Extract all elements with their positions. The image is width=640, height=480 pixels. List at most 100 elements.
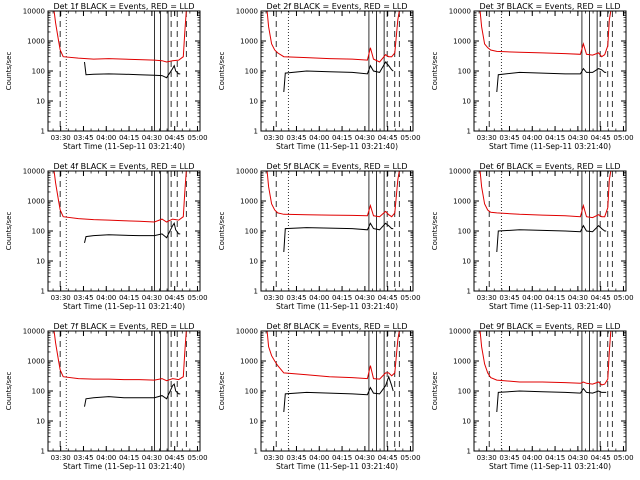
y-tick-label: 1000 [27,358,45,366]
detector-plot: Det 4f BLACK = Events, RED = LLD 1 10 100 10… [5,162,208,311]
x-tick-label: 04:00 [96,294,116,302]
x-tick-label: 04:30 [142,454,162,462]
x-tick-label: 03:45 [499,454,519,462]
x-tick-label: 04:30 [142,294,162,302]
events-series-line [84,222,181,244]
plot-title: Det 4f BLACK = Events, RED = LLD [53,162,194,171]
x-tick-label: 04:00 [522,454,542,462]
x-tick-label: 04:15 [332,134,352,142]
x-tick-label: 04:30 [568,454,588,462]
y-tick-label: 10 [249,98,258,106]
y-tick-label: 10000 [449,328,471,336]
x-tick-label: 03:30 [51,294,71,302]
x-tick-label: 04:15 [545,454,565,462]
lld-series-line [477,330,614,386]
y-axis-label: Counts/sec [218,372,226,411]
x-tick-label: 04:15 [545,294,565,302]
plot-title: Det 7f BLACK = Events, RED = LLD [53,322,194,331]
y-axis-label: Counts/sec [218,212,226,251]
x-tick-label: 03:30 [51,134,71,142]
x-tick-label: 04:00 [522,134,542,142]
y-tick-label: 10 [462,418,471,426]
y-tick-label: 1000 [240,358,258,366]
events-series-line [84,383,181,407]
y-tick-label: 100 [32,68,45,76]
lld-series-line [264,10,401,63]
x-tick-label: 03:30 [264,134,284,142]
plot-title: Det 9f BLACK = Events, RED = LLD [479,322,620,331]
x-tick-label: 03:45 [499,134,519,142]
x-axis-label: Start Time (11-Sep-11 03:21:40) [276,142,398,151]
y-tick-label: 100 [458,68,471,76]
y-tick-label: 1000 [27,198,45,206]
y-tick-label: 100 [32,388,45,396]
plot-title: Det 8f BLACK = Events, RED = LLD [266,322,407,331]
x-tick-label: 04:45 [378,134,398,142]
lld-series-line [49,330,188,382]
x-tick-label: 03:30 [477,134,497,142]
y-tick-label: 10 [36,418,45,426]
x-tick-label: 04:45 [591,134,611,142]
x-tick-label: 03:45 [499,294,519,302]
events-series-line [496,224,607,253]
plot-frame [260,170,414,292]
x-tick-label: 04:30 [355,134,375,142]
lld-series-line [49,10,188,63]
y-tick-label: 100 [32,228,45,236]
x-tick-label: 04:15 [545,134,565,142]
x-tick-label: 04:00 [96,134,116,142]
x-tick-label: 04:00 [522,294,542,302]
y-tick-label: 10000 [23,168,45,176]
detector-plot: Det 1f BLACK = Events, RED = LLD 1 10 100 10… [5,2,208,151]
x-tick-label: 05:00 [613,294,633,302]
events-series-line [283,375,394,413]
x-tick-label: 04:00 [309,134,329,142]
x-tick-label: 04:30 [355,294,375,302]
y-tick-label: 1000 [240,38,258,46]
x-tick-label: 04:15 [119,134,139,142]
y-tick-label: 1 [254,448,258,456]
detector-plot: Det 6f BLACK = Events, RED = LLD 1 10 100 10… [431,162,634,311]
x-tick-label: 04:00 [96,454,116,462]
y-tick-label: 10 [36,258,45,266]
y-tick-label: 100 [245,228,258,236]
y-tick-label: 1 [254,288,258,296]
plot-frame [473,330,627,452]
y-tick-label: 1 [254,128,258,136]
plot-title: Det 6f BLACK = Events, RED = LLD [479,162,620,171]
plot-title: Det 3f BLACK = Events, RED = LLD [479,2,620,11]
lld-series-line [477,10,614,58]
x-tick-label: 03:30 [51,454,71,462]
x-tick-label: 03:30 [264,294,284,302]
y-tick-label: 1000 [27,38,45,46]
x-axis-label: Start Time (11-Sep-11 03:21:40) [63,302,185,311]
y-tick-label: 1 [41,128,45,136]
lld-series-line [264,170,401,218]
y-axis-label: Counts/sec [5,372,13,411]
x-tick-label: 03:45 [73,454,93,462]
x-tick-label: 04:30 [568,294,588,302]
x-tick-label: 05:00 [400,454,420,462]
y-tick-label: 10 [36,98,45,106]
x-axis-label: Start Time (11-Sep-11 03:21:40) [489,462,611,471]
plot-title: Det 2f BLACK = Events, RED = LLD [266,2,407,11]
x-tick-label: 04:45 [378,454,398,462]
x-tick-label: 05:00 [613,134,633,142]
events-series-line [283,222,394,253]
x-tick-label: 04:45 [378,294,398,302]
plot-title: Det 1f BLACK = Events, RED = LLD [53,2,194,11]
x-tick-label: 03:30 [477,454,497,462]
x-tick-label: 04:30 [142,134,162,142]
y-tick-label: 10 [462,258,471,266]
detector-plot: Det 7f BLACK = Events, RED = LLD 1 10 100 10… [5,322,208,471]
x-axis-label: Start Time (11-Sep-11 03:21:40) [276,302,398,311]
x-tick-label: 03:45 [286,454,306,462]
y-tick-label: 10000 [449,168,471,176]
x-tick-label: 04:30 [568,134,588,142]
x-tick-label: 04:15 [332,294,352,302]
events-series-line [496,67,607,93]
x-tick-label: 05:00 [187,454,207,462]
y-tick-label: 100 [458,228,471,236]
x-tick-label: 04:00 [309,454,329,462]
detector-plot: Det 8f BLACK = Events, RED = LLD 1 10 100 10… [218,322,421,471]
